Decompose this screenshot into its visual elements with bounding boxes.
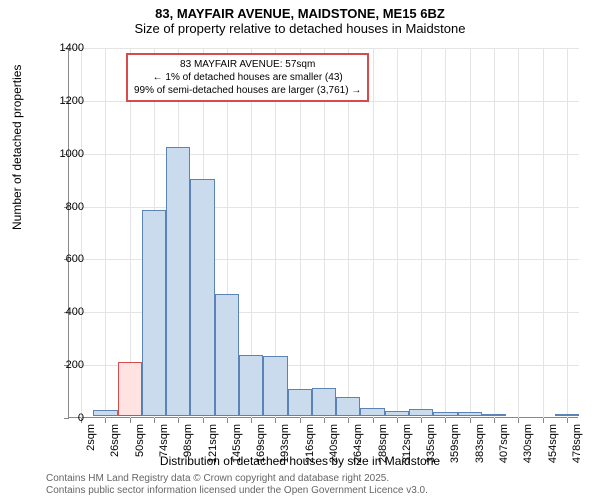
histogram-bar: [482, 414, 506, 416]
x-tick-mark: [300, 418, 301, 423]
x-tick-mark: [203, 418, 204, 423]
plot-region: 2sqm26sqm50sqm74sqm98sqm121sqm145sqm169s…: [68, 48, 578, 418]
x-tick-mark: [324, 418, 325, 423]
x-tick-mark: [275, 418, 276, 423]
histogram-bar: [433, 412, 457, 416]
histogram-bar: [93, 410, 117, 416]
y-axis-label: Number of detached properties: [10, 65, 24, 230]
y-tick-label: 200: [44, 359, 84, 371]
histogram-bar: [239, 355, 263, 416]
x-tick-mark: [227, 418, 228, 423]
x-tick-mark: [251, 418, 252, 423]
histogram-bar: [190, 179, 214, 416]
y-tick-label: 400: [44, 306, 84, 318]
grid-line: [324, 48, 325, 418]
grid-line: [105, 48, 106, 418]
x-tick-mark: [105, 418, 106, 423]
grid-line: [470, 48, 471, 418]
histogram-bar: [555, 414, 579, 416]
x-tick-mark: [154, 418, 155, 423]
y-tick-label: 600: [44, 253, 84, 265]
x-tick-mark: [470, 418, 471, 423]
annotation-line-2: ← 1% of detached houses are smaller (43): [134, 71, 361, 84]
histogram-bar: [263, 356, 287, 416]
annotation-line-3: 99% of semi-detached houses are larger (…: [134, 84, 361, 97]
y-tick-label: 800: [44, 201, 84, 213]
grid-line: [543, 48, 544, 418]
x-tick-mark: [130, 418, 131, 423]
footer-copyright: Contains HM Land Registry data © Crown c…: [46, 473, 389, 484]
y-tick-label: 1000: [44, 148, 84, 160]
y-tick-label: 0: [44, 412, 84, 424]
grid-line: [445, 48, 446, 418]
grid-line: [397, 48, 398, 418]
histogram-bar: [142, 210, 166, 416]
histogram-chart: 2sqm26sqm50sqm74sqm98sqm121sqm145sqm169s…: [68, 48, 578, 418]
histogram-bar: [166, 147, 190, 416]
histogram-bar: [409, 409, 433, 416]
y-tick-label: 1400: [44, 42, 84, 54]
grid-line: [421, 48, 422, 418]
grid-line: [567, 48, 568, 418]
histogram-bar: [312, 388, 336, 416]
grid-line: [518, 48, 519, 418]
page-title: 83, MAYFAIR AVENUE, MAIDSTONE, ME15 6BZ: [0, 0, 600, 21]
x-axis-label: Distribution of detached houses by size …: [0, 454, 600, 468]
histogram-bar: [215, 294, 239, 416]
histogram-bar: [385, 411, 409, 416]
histogram-bar: [336, 397, 360, 416]
page-subtitle: Size of property relative to detached ho…: [0, 21, 600, 40]
x-tick-mark: [543, 418, 544, 423]
histogram-bar: [118, 362, 142, 416]
histogram-bar: [458, 412, 482, 416]
grid-line: [494, 48, 495, 418]
y-tick-label: 1200: [44, 95, 84, 107]
x-tick-mark: [348, 418, 349, 423]
x-tick-mark: [397, 418, 398, 423]
x-tick-mark: [445, 418, 446, 423]
x-tick-mark: [567, 418, 568, 423]
histogram-bar: [360, 408, 384, 416]
x-tick-mark: [178, 418, 179, 423]
grid-line: [348, 48, 349, 418]
annotation-line-1: 83 MAYFAIR AVENUE: 57sqm: [134, 58, 361, 71]
x-tick-mark: [518, 418, 519, 423]
x-tick-mark: [373, 418, 374, 423]
grid-line: [373, 48, 374, 418]
footer-licence: Contains public sector information licen…: [46, 485, 428, 496]
histogram-bar: [288, 389, 312, 416]
x-tick-mark: [494, 418, 495, 423]
annotation-callout: 83 MAYFAIR AVENUE: 57sqm ← 1% of detache…: [126, 53, 369, 102]
x-tick-mark: [421, 418, 422, 423]
grid-line: [300, 48, 301, 418]
